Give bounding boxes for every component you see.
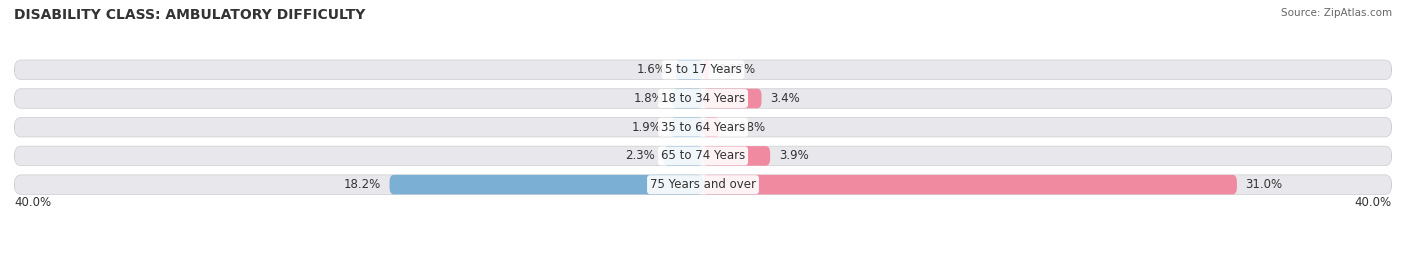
Text: 0.37%: 0.37% <box>718 63 755 76</box>
FancyBboxPatch shape <box>389 175 703 194</box>
FancyBboxPatch shape <box>703 89 762 108</box>
FancyBboxPatch shape <box>703 175 1237 194</box>
Legend: Male, Female: Male, Female <box>638 264 768 268</box>
FancyBboxPatch shape <box>14 60 1392 80</box>
Text: 1.6%: 1.6% <box>637 63 666 76</box>
Text: 0.98%: 0.98% <box>728 121 766 134</box>
FancyBboxPatch shape <box>671 117 703 137</box>
Text: 35 to 64 Years: 35 to 64 Years <box>661 121 745 134</box>
Text: 75 Years and over: 75 Years and over <box>650 178 756 191</box>
Text: 31.0%: 31.0% <box>1246 178 1282 191</box>
FancyBboxPatch shape <box>675 60 703 80</box>
FancyBboxPatch shape <box>703 60 710 80</box>
FancyBboxPatch shape <box>14 117 1392 137</box>
Text: 40.0%: 40.0% <box>1355 196 1392 209</box>
Text: DISABILITY CLASS: AMBULATORY DIFFICULTY: DISABILITY CLASS: AMBULATORY DIFFICULTY <box>14 8 366 22</box>
Text: 5 to 17 Years: 5 to 17 Years <box>665 63 741 76</box>
FancyBboxPatch shape <box>14 146 1392 166</box>
Text: 3.4%: 3.4% <box>770 92 800 105</box>
Text: 2.3%: 2.3% <box>626 150 655 162</box>
Text: 3.9%: 3.9% <box>779 150 808 162</box>
Text: 65 to 74 Years: 65 to 74 Years <box>661 150 745 162</box>
FancyBboxPatch shape <box>14 175 1392 194</box>
Text: Source: ZipAtlas.com: Source: ZipAtlas.com <box>1281 8 1392 18</box>
Text: 18 to 34 Years: 18 to 34 Years <box>661 92 745 105</box>
FancyBboxPatch shape <box>703 117 720 137</box>
Text: 18.2%: 18.2% <box>343 178 381 191</box>
Text: 1.9%: 1.9% <box>631 121 662 134</box>
Text: 40.0%: 40.0% <box>14 196 51 209</box>
FancyBboxPatch shape <box>672 89 703 108</box>
FancyBboxPatch shape <box>703 146 770 166</box>
FancyBboxPatch shape <box>14 89 1392 108</box>
FancyBboxPatch shape <box>664 146 703 166</box>
Text: 1.8%: 1.8% <box>634 92 664 105</box>
